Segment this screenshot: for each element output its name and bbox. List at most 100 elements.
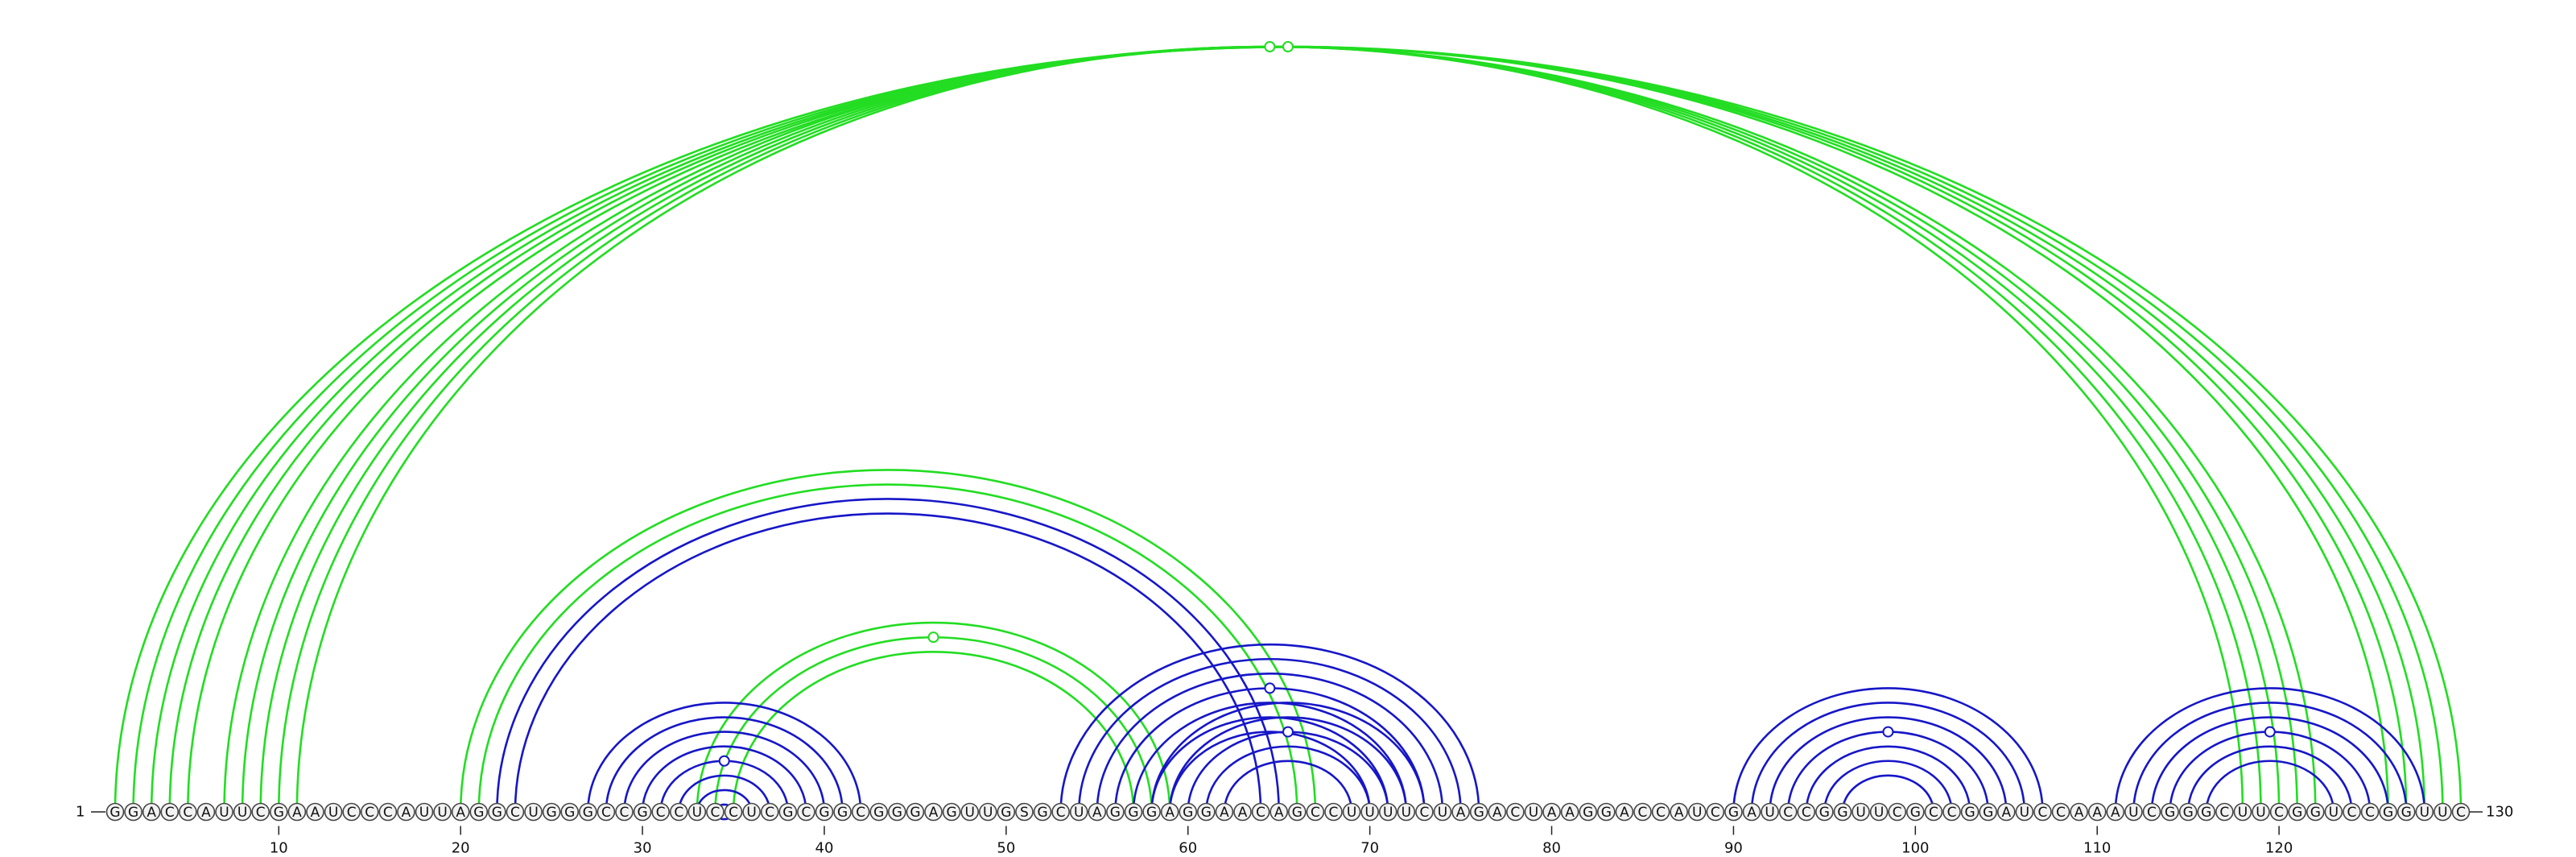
- nucleotide-circle: [342, 802, 361, 822]
- nucleotide-letter: G: [782, 805, 793, 821]
- nucleotide-circle: [2415, 802, 2434, 822]
- nucleotide: A: [1670, 802, 1688, 822]
- nucleotide: A: [1742, 802, 1761, 822]
- nucleotide-circle: [1269, 802, 1289, 822]
- nucleotide-letter: U: [2238, 805, 2248, 821]
- nucleotide-circle: [1560, 802, 1579, 822]
- nucleotide-circle: [1488, 802, 1507, 822]
- nucleotide: C: [1306, 802, 1325, 822]
- nucleotide: G: [2288, 802, 2306, 822]
- nucleotide-circle: [2233, 802, 2252, 822]
- nucleotide-circle: [397, 802, 415, 822]
- nucleotide: A: [1542, 802, 1561, 822]
- nucleotide-circle: [1306, 802, 1325, 822]
- arcs-layer: [114, 45, 2462, 821]
- nucleotide-circle: [124, 802, 142, 822]
- nucleotide: C: [1706, 802, 1725, 822]
- nucleotide-letter: U: [1074, 805, 1084, 821]
- nucleotide-letter: C: [1802, 805, 1811, 821]
- nucleotide-letter: U: [692, 805, 702, 821]
- base-pair-arc: [150, 45, 2426, 813]
- axis-tick-label: 20: [452, 840, 470, 857]
- axis-tick-label: 40: [815, 840, 834, 857]
- nucleotide-letter: A: [1092, 805, 1102, 821]
- nucleotide: A: [1233, 802, 1252, 822]
- nucleotide: U: [433, 802, 452, 822]
- nucleotide-circle: [1742, 802, 1761, 822]
- nucleotide: C: [1797, 802, 1816, 822]
- arc-apex-marker: [1282, 41, 1294, 52]
- nucleotide: G: [906, 802, 925, 822]
- nucleotide-circle: [2343, 802, 2361, 822]
- nucleotide-letter: G: [2165, 805, 2175, 821]
- nucleotide-circle: [833, 802, 852, 822]
- nucleotide-letter: C: [1929, 805, 1938, 821]
- nucleotide: G: [633, 802, 652, 822]
- nucleotide-letter: C: [711, 805, 720, 821]
- nucleotide-letter: A: [1456, 805, 1466, 821]
- nucleotide-circle: [724, 802, 743, 822]
- base-pair-arc: [1150, 702, 1426, 813]
- nucleotide-circle: [1015, 802, 1034, 822]
- nucleotide-letter: G: [547, 805, 557, 821]
- nucleotide-letter: U: [2329, 805, 2339, 821]
- nucleotide-letter: G: [128, 805, 138, 821]
- nucleotide-circle: [924, 802, 943, 822]
- nucleotide-circle: [233, 802, 252, 822]
- nucleotide: G: [2396, 802, 2416, 822]
- nucleotide: C: [1942, 802, 1961, 822]
- nucleotide-circle: [1996, 802, 2016, 822]
- nucleotide: U: [1524, 802, 1543, 822]
- nucleotide-circle: [1360, 802, 1379, 822]
- nucleotide-letter: A: [1620, 805, 1629, 821]
- nucleotide: C: [1924, 802, 1943, 822]
- nucleotide-circle: [1033, 802, 1052, 822]
- nucleotide-circle: [1852, 802, 1870, 822]
- nucleotide-circle: [1433, 802, 1452, 822]
- nucleotide-letter: G: [1583, 805, 1593, 821]
- nucleotide-letter: A: [1547, 805, 1557, 821]
- nucleotide: A: [1996, 802, 2016, 822]
- nucleotide-circle: [179, 802, 197, 822]
- nucleotide: C: [179, 802, 197, 822]
- nucleotide: A: [1615, 802, 1634, 822]
- nucleotide: A: [397, 802, 415, 822]
- axis-tick-label: 30: [634, 840, 652, 857]
- base-pair-arc: [2169, 731, 2372, 813]
- nucleotide: G: [469, 802, 489, 822]
- nucleotide-circle: [1324, 802, 1343, 822]
- nucleotide: G: [1979, 802, 1997, 822]
- nucleotide: C: [1251, 802, 1270, 822]
- base-pair-arc: [2186, 745, 2353, 813]
- nucleotide-circle: [1106, 802, 1125, 822]
- base-pair-arc: [1059, 643, 1480, 813]
- nucleotide: U: [2252, 802, 2270, 822]
- nucleotide: U: [1397, 802, 1416, 822]
- nucleotide-circle: [760, 802, 779, 822]
- nucleotide-circle: [942, 802, 961, 822]
- base-pair-arc: [2205, 760, 2335, 813]
- nucleotide: C: [651, 802, 670, 822]
- nucleotide-circle: [1942, 802, 1961, 822]
- nucleotide: U: [215, 802, 233, 822]
- nucleotide: G: [488, 802, 506, 822]
- nucleotide: C: [615, 802, 634, 822]
- nucleotide: U: [1342, 802, 1361, 822]
- nucleotide-letter: U: [2256, 805, 2265, 821]
- nucleotide: U: [2124, 802, 2143, 822]
- base-pair-arc: [677, 774, 771, 813]
- nucleotide-letter: G: [1183, 805, 1193, 821]
- nucleotide: C: [360, 802, 379, 822]
- nucleotide-circle: [1342, 802, 1361, 822]
- nucleotide-letter: C: [1783, 805, 1793, 821]
- nucleotide-circle: [815, 802, 834, 822]
- nucleotide: C: [160, 802, 180, 822]
- nucleotide-circle: [960, 802, 979, 822]
- base-pair-arc: [295, 46, 2244, 813]
- nucleotide: C: [342, 802, 361, 822]
- base-pair-arc: [1077, 658, 1462, 813]
- nucleotide-letter: G: [1201, 805, 1212, 821]
- nucleotide-letter: A: [1274, 805, 1284, 821]
- nucleotide-letter: A: [292, 805, 302, 821]
- nucleotide-circle: [2379, 802, 2397, 822]
